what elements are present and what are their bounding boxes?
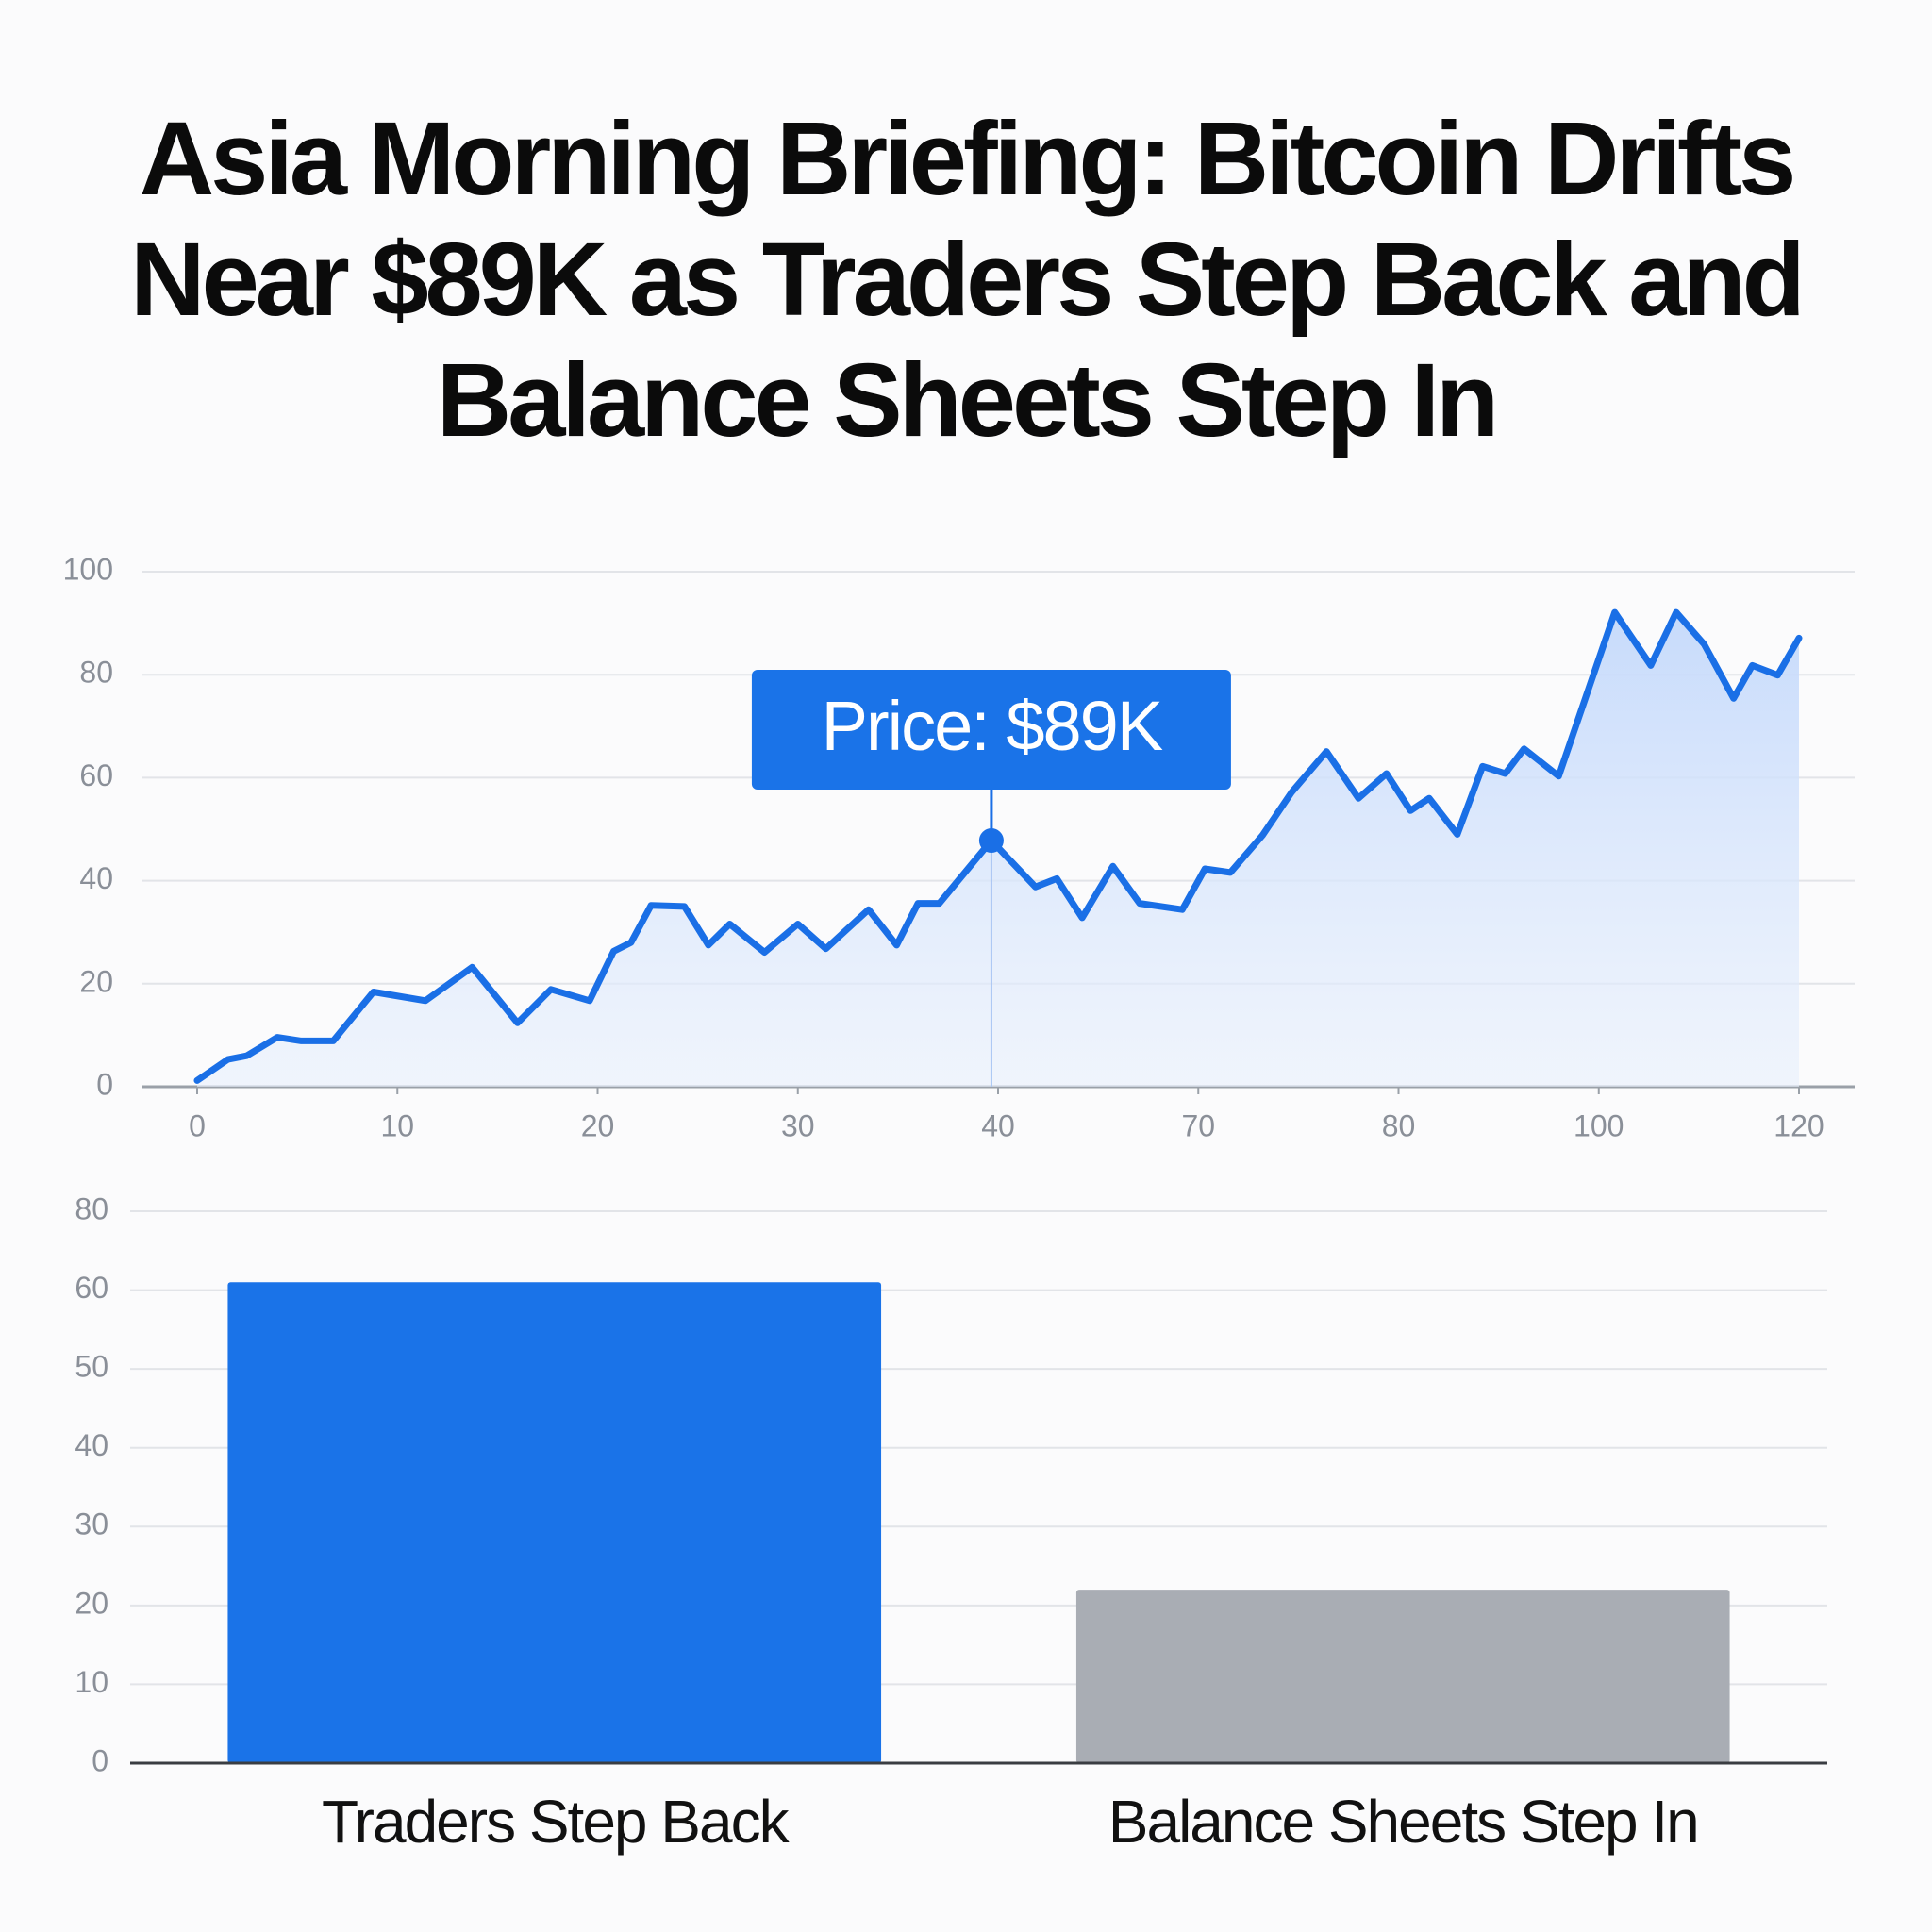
point (978, 828, 1004, 854)
x-tick-label: Balance Sheets Step In (1108, 1788, 1698, 1856)
x-tick-label: 30 (781, 1108, 815, 1142)
y-tick-label: 10 (75, 1665, 108, 1699)
x-tick-label: 20 (581, 1108, 615, 1142)
y-tick-label: 20 (79, 964, 113, 998)
x-tick-label: 10 (380, 1108, 414, 1142)
x-tick-label: 70 (1181, 1108, 1215, 1142)
y-tick-label: 80 (75, 1191, 108, 1225)
y-tick-label: 40 (79, 861, 113, 895)
x-tick-label: 80 (1382, 1108, 1416, 1142)
annotation-box (751, 670, 1231, 790)
x-tick-label: Traders Step Back (322, 1788, 791, 1856)
annotation-text: Price: $89K (822, 687, 1163, 765)
y-tick-label: 0 (96, 1067, 113, 1101)
y-tick-label: 100 (63, 552, 113, 586)
y-tick-label: 80 (79, 656, 113, 690)
x-tick-label: 100 (1574, 1108, 1624, 1142)
chart-title: Asia Morning Briefing: Bitcoin Drifts Ne… (130, 101, 1806, 458)
line (193, 608, 1803, 1084)
bar (1075, 1590, 1730, 1763)
bar (227, 1282, 882, 1763)
y-tick-label: 50 (75, 1350, 108, 1384)
x-tick-label: 120 (1774, 1108, 1824, 1142)
y-tick-label: 20 (75, 1586, 108, 1620)
x-tick-label: 0 (189, 1108, 206, 1142)
x-tick-label: 40 (981, 1108, 1015, 1142)
y-tick-label: 40 (75, 1428, 108, 1462)
y-tick-label: 60 (75, 1271, 108, 1305)
y-tick-label: 60 (79, 758, 113, 792)
y-tick-label: 30 (75, 1507, 108, 1541)
y-tick-label: 0 (92, 1743, 108, 1777)
